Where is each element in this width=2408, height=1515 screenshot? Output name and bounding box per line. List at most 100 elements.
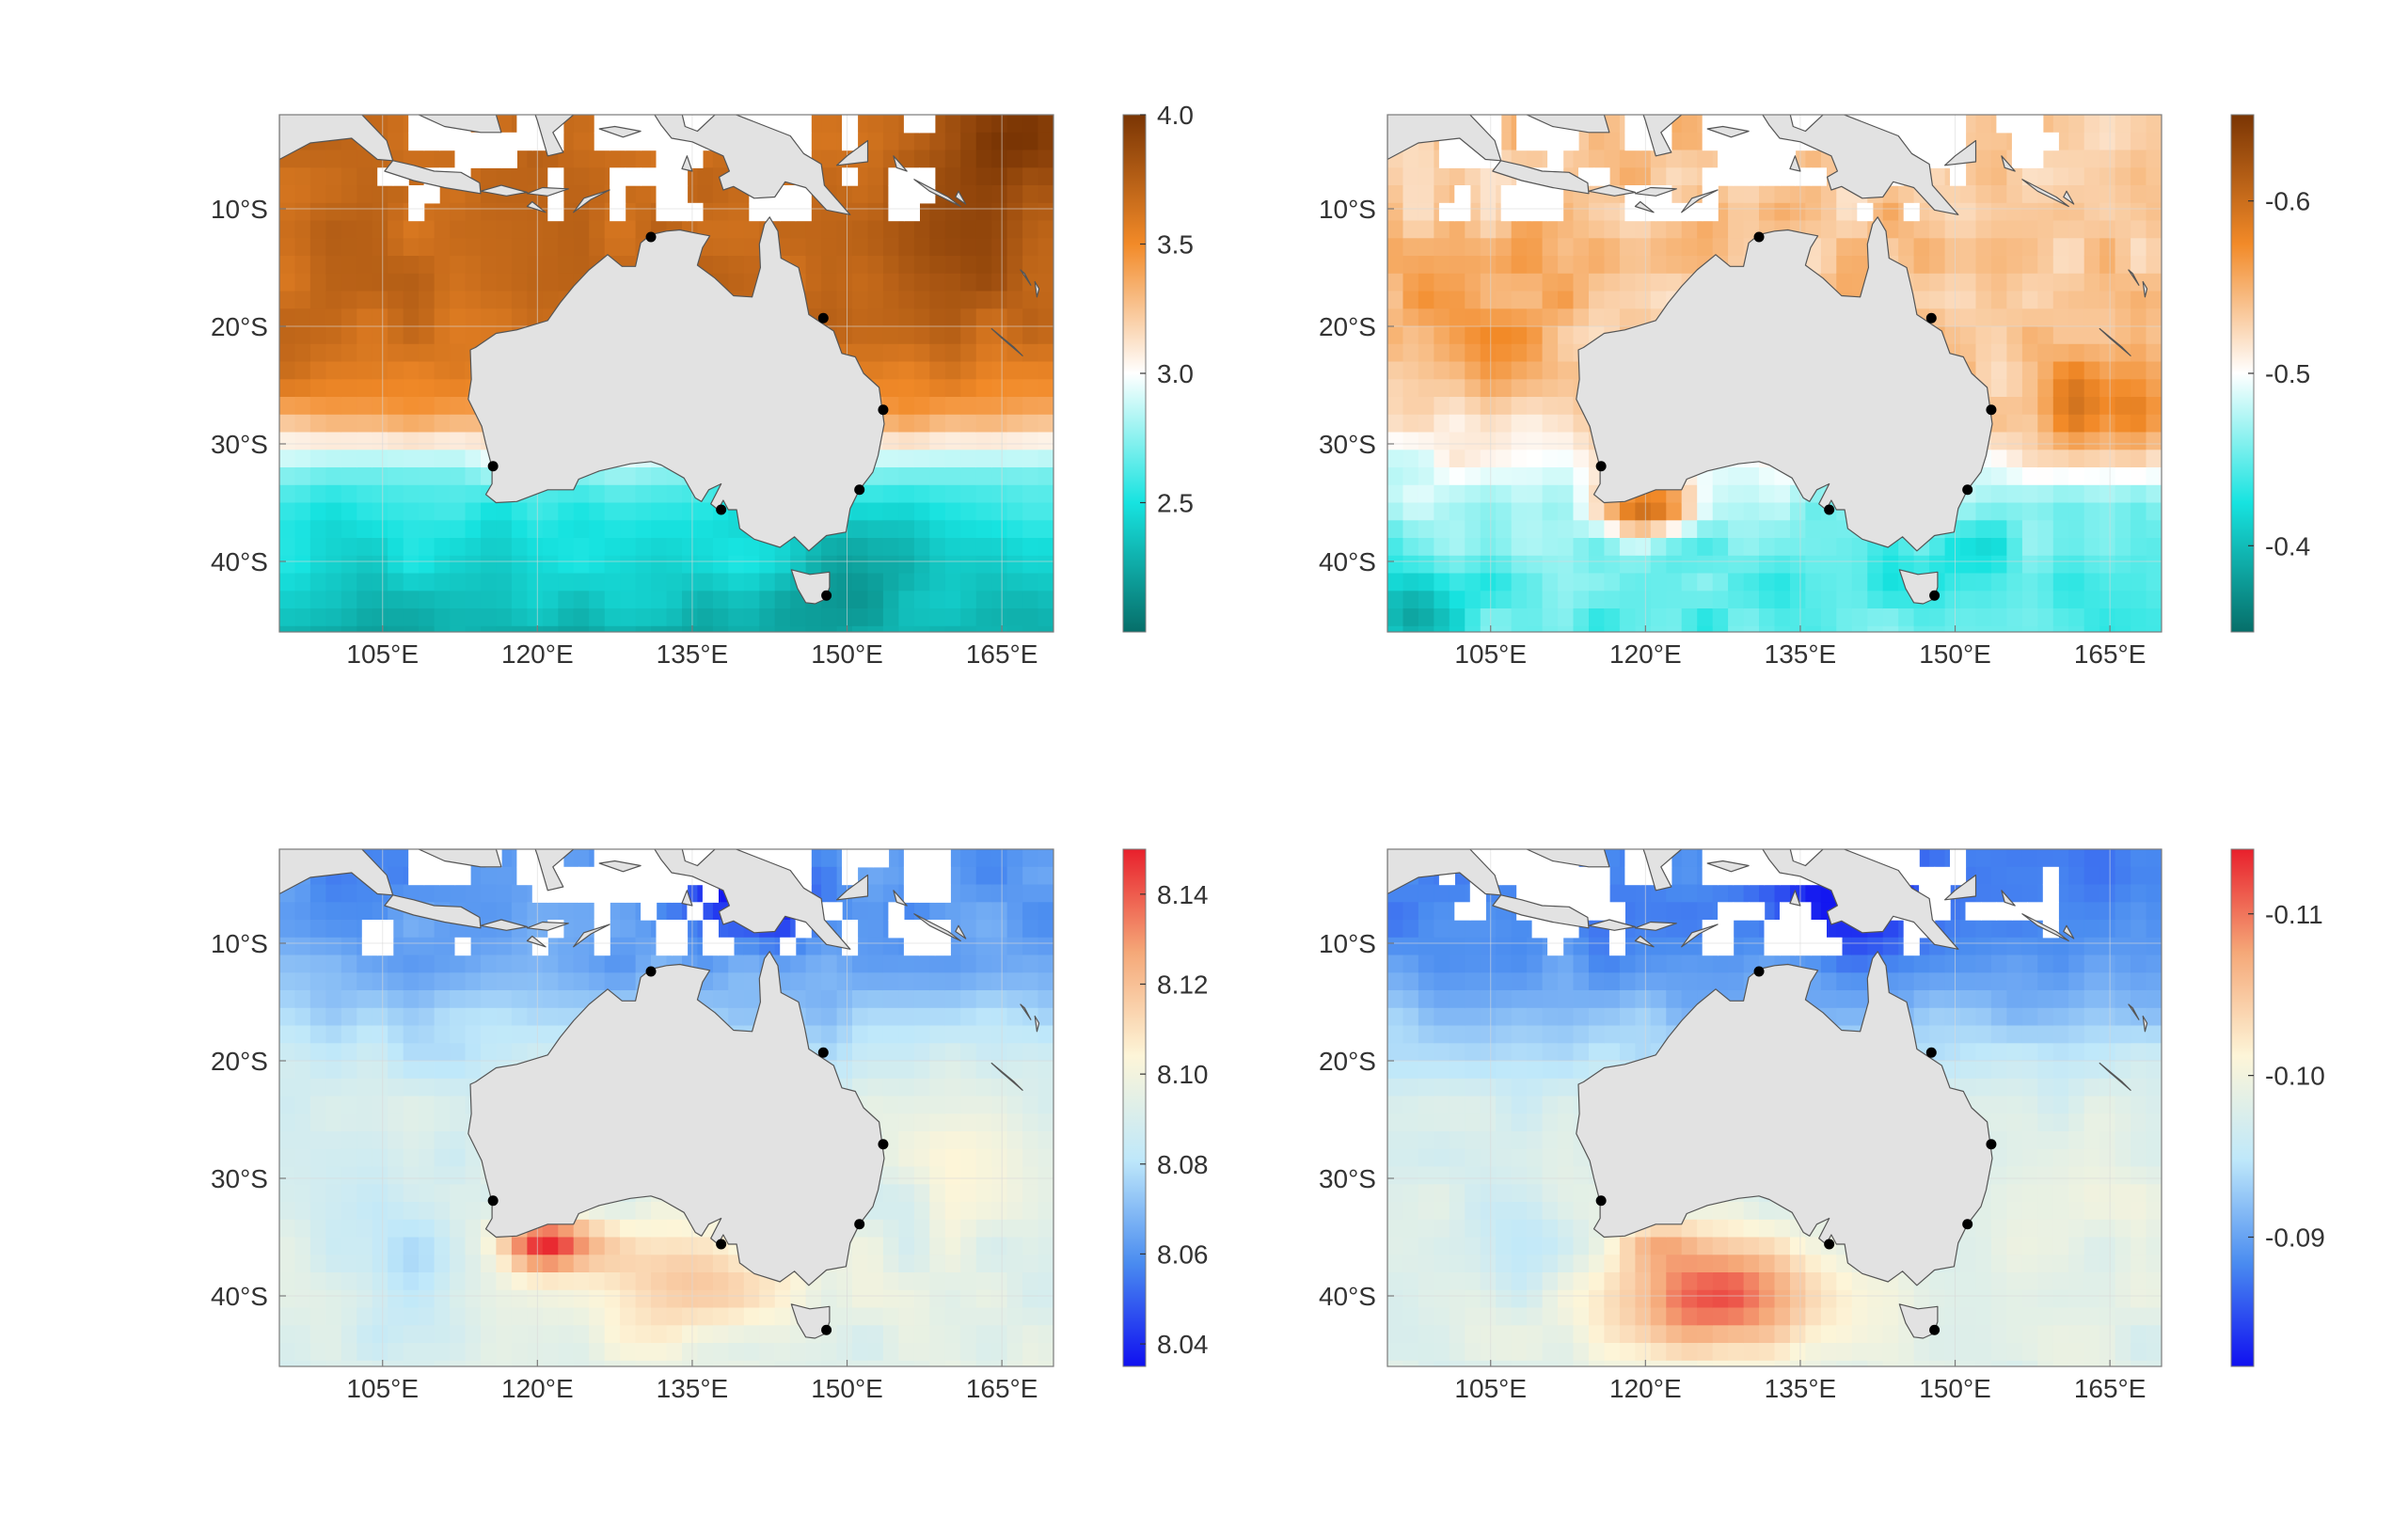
station-marker xyxy=(645,231,657,243)
colorbar-tick-label: 8.08 xyxy=(1157,1150,1209,1179)
landmass xyxy=(279,849,1040,1339)
colorbar-tick-label: 8.06 xyxy=(1157,1239,1209,1269)
lon-tick-label: 120°E xyxy=(1609,639,1682,669)
map-frame xyxy=(1386,848,2162,1367)
station-marker xyxy=(487,461,499,472)
station-marker xyxy=(1962,484,1973,496)
station-marker xyxy=(821,1324,832,1335)
lon-tick-label: 165°E xyxy=(2074,1374,2147,1403)
map-panel-bottom-right: 105°E 120°E 135°E 150°E 165°E 10°S 20°S 30°S 40°… xyxy=(1319,848,2325,1403)
lat-tick-label: 30°S xyxy=(1319,430,1376,459)
station-markers xyxy=(487,231,889,601)
station-marker xyxy=(878,404,889,416)
station-marker xyxy=(1824,504,1835,515)
lon-tick-label: 105°E xyxy=(1454,639,1527,669)
map-frame xyxy=(278,114,1054,633)
station-marker xyxy=(716,504,727,515)
lon-tick-label: 120°E xyxy=(501,1374,574,1403)
lon-tick-label: 105°E xyxy=(346,1374,419,1403)
lat-tick-label: 40°S xyxy=(211,547,268,576)
lat-tick-label: 40°S xyxy=(1319,547,1376,576)
station-markers xyxy=(487,966,889,1335)
station-marker xyxy=(1595,461,1607,472)
station-marker xyxy=(1753,966,1765,977)
colorbar-tick-label: 3.0 xyxy=(1157,359,1194,388)
landmass xyxy=(279,115,1040,605)
colorbar-tick-label: -0.6 xyxy=(2265,187,2310,216)
station-markers xyxy=(1595,966,1997,1335)
graticule xyxy=(279,115,1054,632)
station-marker xyxy=(1962,1219,1973,1230)
lon-tick-label: 165°E xyxy=(966,1374,1038,1403)
colorbar-tick-label: 2.5 xyxy=(1157,489,1194,518)
lon-tick-label: 150°E xyxy=(811,1374,883,1403)
map-frame xyxy=(278,848,1054,1367)
colorbar-tick-label: 8.14 xyxy=(1157,880,1209,909)
lon-tick-label: 120°E xyxy=(1609,1374,1682,1403)
lat-tick-label: 20°S xyxy=(211,1047,268,1076)
colorbar-tick-label: 8.10 xyxy=(1157,1060,1209,1089)
axis-labels: 105°E 120°E 135°E 150°E 165°E 10°S 20°S 30°S 40°… xyxy=(1319,929,2146,1403)
station-markers xyxy=(1595,231,1997,601)
station-marker xyxy=(1986,1139,1997,1150)
colorbar-tick-label: -0.11 xyxy=(2265,900,2323,929)
lat-tick-label: 20°S xyxy=(1319,312,1376,341)
station-marker xyxy=(854,1219,865,1230)
axis-labels: 105°E 120°E 135°E 150°E 165°E 10°S 20°S 30°S 40°… xyxy=(211,195,1038,669)
map-panel-top-left: 105°E 120°E 135°E 150°E 165°E 10°S 20°S 30°S 40°… xyxy=(211,101,1194,669)
map-frame xyxy=(1386,114,2162,633)
colorbar: -0.4 -0.5 -0.6 xyxy=(2230,114,2310,633)
map-panel-bottom-left: 105°E 120°E 135°E 150°E 165°E 10°S 20°S 30°S 40°… xyxy=(211,848,1209,1403)
colorbar: 8.04 8.06 8.08 8.10 8.12 8.14 xyxy=(1122,848,1209,1367)
station-marker xyxy=(645,966,657,977)
station-marker xyxy=(878,1139,889,1150)
lon-tick-label: 165°E xyxy=(2074,639,2147,669)
colorbar: -0.09 -0.10 -0.11 xyxy=(2230,848,2325,1367)
lat-tick-label: 10°S xyxy=(1319,195,1376,224)
station-marker xyxy=(716,1239,727,1250)
station-marker xyxy=(1595,1195,1607,1207)
lat-tick-label: 20°S xyxy=(1319,1047,1376,1076)
axis-labels: 105°E 120°E 135°E 150°E 165°E 10°S 20°S 30°S 40°… xyxy=(211,929,1038,1403)
colorbar-tick-label: 8.04 xyxy=(1157,1330,1209,1359)
station-marker xyxy=(1824,1239,1835,1250)
lon-tick-label: 135°E xyxy=(1765,1374,1837,1403)
station-marker xyxy=(1929,590,1941,601)
lon-tick-label: 135°E xyxy=(657,639,729,669)
station-marker xyxy=(1929,1324,1941,1335)
lat-tick-label: 30°S xyxy=(1319,1164,1376,1193)
lat-tick-label: 30°S xyxy=(211,1164,268,1193)
lat-tick-label: 40°S xyxy=(1319,1282,1376,1311)
station-marker xyxy=(854,484,865,496)
colorbar-tick-label: -0.09 xyxy=(2265,1223,2325,1253)
station-marker xyxy=(1925,312,1937,324)
colorbar-tick-label: 3.5 xyxy=(1157,230,1194,260)
lat-tick-label: 10°S xyxy=(1319,929,1376,958)
lon-tick-label: 135°E xyxy=(657,1374,729,1403)
station-marker xyxy=(817,1047,829,1058)
colorbar-tick-label: -0.4 xyxy=(2265,531,2310,560)
lon-tick-label: 135°E xyxy=(1765,639,1837,669)
lon-tick-label: 165°E xyxy=(966,639,1038,669)
colorbar-tick-label: -0.10 xyxy=(2265,1062,2325,1091)
colorbar-tick-label: 8.12 xyxy=(1157,970,1209,999)
colorbar-tick-label: -0.5 xyxy=(2265,359,2310,388)
station-marker xyxy=(1753,231,1765,243)
landmass xyxy=(1387,115,2148,605)
lon-tick-label: 120°E xyxy=(501,639,574,669)
station-marker xyxy=(821,590,832,601)
landmass xyxy=(1387,849,2148,1339)
lat-tick-label: 40°S xyxy=(211,1282,268,1311)
station-marker xyxy=(487,1195,499,1207)
axis-labels: 105°E 120°E 135°E 150°E 165°E 10°S 20°S 30°S 40°… xyxy=(1319,195,2146,669)
lon-tick-label: 105°E xyxy=(346,639,419,669)
colorbar: 2.5 3.0 3.5 4.0 xyxy=(1122,101,1194,633)
colorbar-tick-label: 4.0 xyxy=(1157,101,1194,130)
lon-tick-label: 105°E xyxy=(1454,1374,1527,1403)
station-marker xyxy=(1986,404,1997,416)
station-marker xyxy=(1925,1047,1937,1058)
lat-tick-label: 10°S xyxy=(211,195,268,224)
lat-tick-label: 20°S xyxy=(211,312,268,341)
lon-tick-label: 150°E xyxy=(1919,1374,1991,1403)
